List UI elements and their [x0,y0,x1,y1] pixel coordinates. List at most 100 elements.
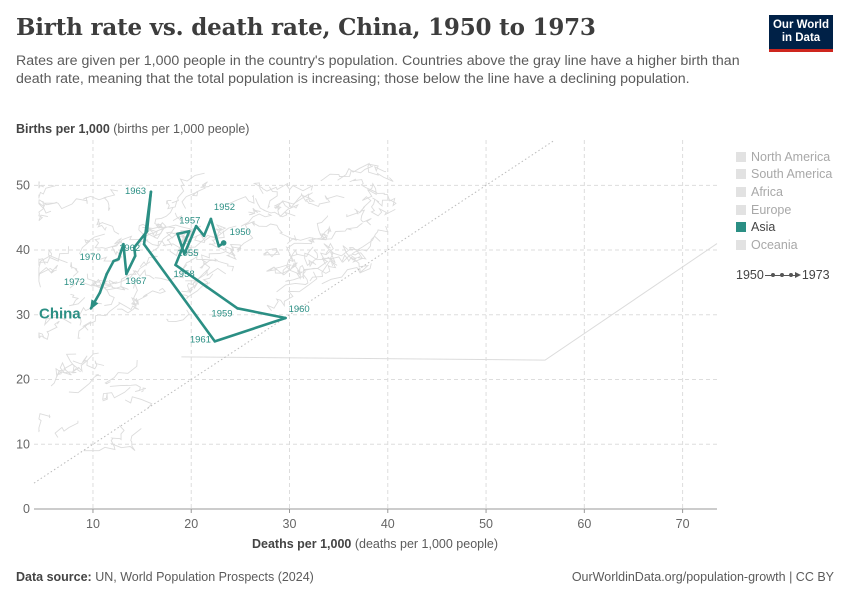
china-segment [202,217,213,238]
background-trajectory [38,267,57,279]
legend-item-north-america[interactable]: North America [736,148,832,166]
china-series-label: China [39,305,81,322]
background-trajectory [337,162,394,182]
legend-swatch [736,186,746,197]
owid-logo[interactable]: Our World in Data [769,15,833,52]
timeline-legend: 1950 1973 [736,268,830,282]
background-country-lines [38,162,718,452]
y-tick-label: 10 [16,437,30,451]
region-legend: North America South America Africa Europ… [736,148,832,254]
legend-swatch [736,151,746,162]
china-year-label: 1963 [125,186,146,197]
background-trajectory [185,259,218,282]
background-trajectory [321,254,370,274]
china-segment [174,263,239,310]
timeline-start: 1950 [736,268,764,282]
background-trajectory [166,309,190,323]
legend-item-asia[interactable]: Asia [736,218,832,236]
background-trajectory [108,269,155,284]
china-year-label: 1961 [190,334,211,345]
background-trajectory [43,314,72,327]
background-trajectory [273,192,316,211]
background-trajectory [266,265,300,276]
background-trajectory [38,320,60,340]
background-trajectory [248,207,261,216]
data-source-label: Data source: [16,570,92,584]
background-trajectory [361,182,377,209]
footer-link[interactable]: OurWorldinData.org/population-growth | C… [571,570,834,584]
background-trajectory [329,225,389,267]
background-trajectory [38,184,56,199]
background-trajectory [100,237,126,263]
background-trajectory [181,181,210,209]
china-year-label: 1960 [289,304,310,315]
y-tick-label: 30 [16,308,30,322]
background-trajectory [78,233,105,255]
background-trajectory-outlier [181,243,718,361]
legend-label: Europe [751,202,792,217]
background-trajectory [276,264,309,293]
y-axis-label-unit: (births per 1,000 people) [109,122,250,136]
background-trajectory [262,247,281,258]
background-trajectory [354,206,372,226]
china-segment [98,272,109,295]
x-tick-label: 10 [86,517,100,531]
background-trajectory [346,210,359,218]
background-trajectory [38,199,48,222]
x-axis-label-unit: (deaths per 1,000 people) [351,537,498,551]
legend-item-europe[interactable]: Europe [736,201,832,219]
background-trajectory [110,428,142,451]
background-trajectory [171,172,205,204]
legend-item-south-america[interactable]: South America [736,166,832,184]
china-segment [213,316,287,343]
background-trajectory [255,198,296,218]
china-series: 1950 1952 1955 1957 1958 1959 1960 1961 1962 1963… [39,186,310,346]
background-trajectory [370,198,396,217]
x-tick-label: 40 [381,517,395,531]
background-trajectory [240,213,273,227]
legend-item-africa[interactable]: Africa [736,183,832,201]
background-trajectory [103,189,119,211]
background-trajectory [104,359,138,385]
legend-label: Oceania [751,237,798,252]
china-segment [125,254,137,276]
background-trajectory [109,384,146,393]
background-trajectory [138,221,167,240]
china-segment [145,190,153,233]
china-year-label: 1970 [80,252,101,263]
y-axis-label: Births per 1,000 (births per 1,000 peopl… [16,122,249,136]
data-source: Data source: UN, World Population Prospe… [16,570,314,584]
background-trajectory [208,225,237,246]
china-year-label: 1959 [211,308,232,319]
legend-swatch [736,169,746,180]
background-trajectory [38,413,51,433]
background-trajectory [302,195,345,207]
timeline-end: 1973 [801,268,830,282]
china-year-label: 1972 [64,277,85,288]
china-segment [105,259,115,276]
china-year-label: 1967 [125,276,146,287]
x-tick-label: 60 [577,517,591,531]
background-trajectory [172,212,183,222]
background-trajectory [50,363,79,387]
background-trajectory [309,260,338,282]
background-trajectory [285,260,337,282]
background-trajectory [201,245,236,264]
y-tick-label: 20 [16,373,30,387]
x-tick-label: 70 [676,517,690,531]
china-segment [122,242,128,276]
x-tick-label: 30 [283,517,297,531]
background-trajectory [38,181,44,189]
background-trajectory [117,287,166,314]
background-trajectory [266,271,318,312]
background-trajectory [71,352,99,374]
china-year-label: 1957 [179,215,200,226]
legend-item-oceania[interactable]: Oceania [736,236,832,254]
background-trajectory [321,263,372,285]
background-trajectory [320,165,374,182]
china-arrowhead [90,299,99,311]
timeline-arrow-icon [764,271,801,279]
background-trajectory [342,245,356,263]
background-trajectory [86,273,129,291]
background-trajectory [225,234,254,261]
